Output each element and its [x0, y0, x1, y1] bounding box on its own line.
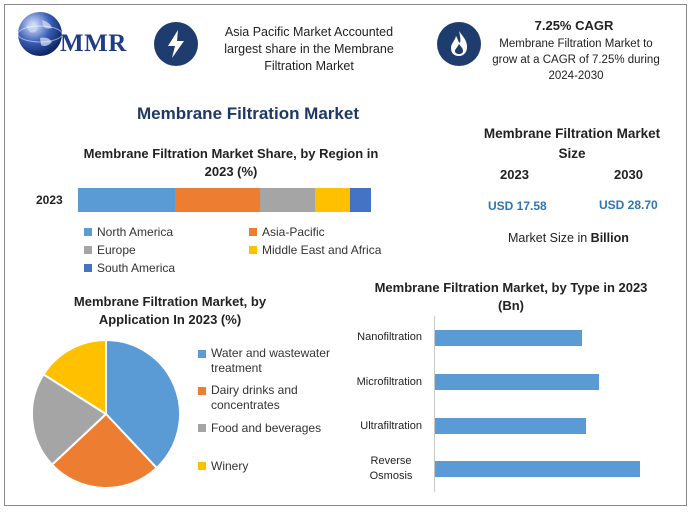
type-bars-area	[435, 316, 675, 492]
region-chart-title: Membrane Filtration Market Share, by Reg…	[83, 146, 379, 179]
type-category-label: Reverse Osmosis	[369, 455, 413, 482]
region-bar-segment	[78, 188, 175, 212]
application-chart-title: Membrane Filtration Market, by Applicati…	[73, 294, 267, 327]
legend-swatch	[198, 424, 206, 432]
globe-icon	[17, 12, 63, 56]
legend-swatch	[198, 350, 206, 358]
type-bar	[435, 461, 640, 477]
logo-text: MMR	[60, 30, 127, 57]
type-bar	[435, 374, 599, 390]
legend-label: Europe	[97, 243, 136, 257]
region-bar-segment	[174, 188, 260, 212]
region-bar-segment	[315, 188, 351, 212]
legend-swatch	[198, 462, 206, 470]
size-year-2030: 2030	[614, 167, 643, 182]
type-chart-title: Membrane Filtration Market, by Type in 2…	[374, 280, 648, 313]
legend-swatch	[84, 264, 92, 272]
legend-label: Dairy drinks and concentrates	[211, 383, 298, 412]
region-bar-category: 2023	[36, 193, 63, 207]
legend-item: South America	[84, 261, 175, 275]
legend-label: Middle East and Africa	[262, 243, 382, 257]
type-category-label: Nanofiltration	[357, 331, 422, 343]
legend-label: South America	[97, 261, 176, 275]
legend-item: Food and beverages	[198, 421, 338, 435]
size-unit-prefix: Market Size in	[508, 231, 591, 245]
legend-label: Asia-Pacific	[262, 225, 325, 239]
type-category-label: Ultrafiltration	[360, 420, 422, 432]
type-bar	[435, 330, 583, 346]
legend-item: Middle East and Africa	[249, 243, 381, 257]
pie-slice	[42, 338, 107, 416]
legend-label: Food and beverages	[211, 421, 322, 435]
region-highlight-text: Asia Pacific Market Accounted largest sh…	[224, 25, 394, 73]
pie-slice	[31, 372, 108, 467]
pie-slice	[50, 412, 159, 489]
flame-icon	[437, 22, 481, 66]
market-size-title: Membrane Filtration Market Size	[483, 126, 661, 161]
legend-label: North America	[97, 225, 174, 239]
size-year-2023: 2023	[500, 167, 529, 182]
size-unit-bold: Billion	[590, 231, 629, 245]
legend-label: Winery	[211, 459, 249, 473]
size-value-2030: USD 28.70	[599, 198, 658, 212]
legend-swatch	[84, 246, 92, 254]
cagr-title: 7.25% CAGR	[534, 18, 614, 33]
legend-item: Europe	[84, 243, 136, 257]
region-bar-segment	[259, 188, 316, 212]
region-bar-segment	[350, 188, 371, 212]
size-unit-note: Market Size in Billion	[508, 231, 629, 245]
legend-item: Water and wastewater treatment	[198, 346, 338, 376]
legend-swatch	[84, 228, 92, 236]
cagr-description: Membrane Filtration Market to grow at a …	[492, 38, 660, 82]
lightning-icon	[154, 22, 198, 66]
legend-item: Asia-Pacific	[249, 225, 325, 239]
type-category-label: Microfiltration	[356, 376, 422, 388]
legend-label: Water and wastewater treatment	[211, 346, 330, 375]
legend-item: Winery	[198, 459, 338, 473]
application-pie-chart	[31, 338, 181, 489]
type-bar	[435, 418, 587, 434]
legend-item: North America	[84, 225, 173, 239]
type-chart-axis	[434, 316, 435, 492]
infographic-frame	[4, 4, 687, 506]
legend-swatch	[249, 246, 257, 254]
region-stacked-bar	[78, 188, 371, 212]
size-value-2023: USD 17.58	[488, 199, 547, 213]
pie-slice	[105, 338, 181, 470]
page-title: Membrane Filtration Market	[137, 104, 359, 123]
legend-swatch	[249, 228, 257, 236]
legend-item: Dairy drinks and concentrates	[198, 383, 338, 413]
legend-swatch	[198, 387, 206, 395]
